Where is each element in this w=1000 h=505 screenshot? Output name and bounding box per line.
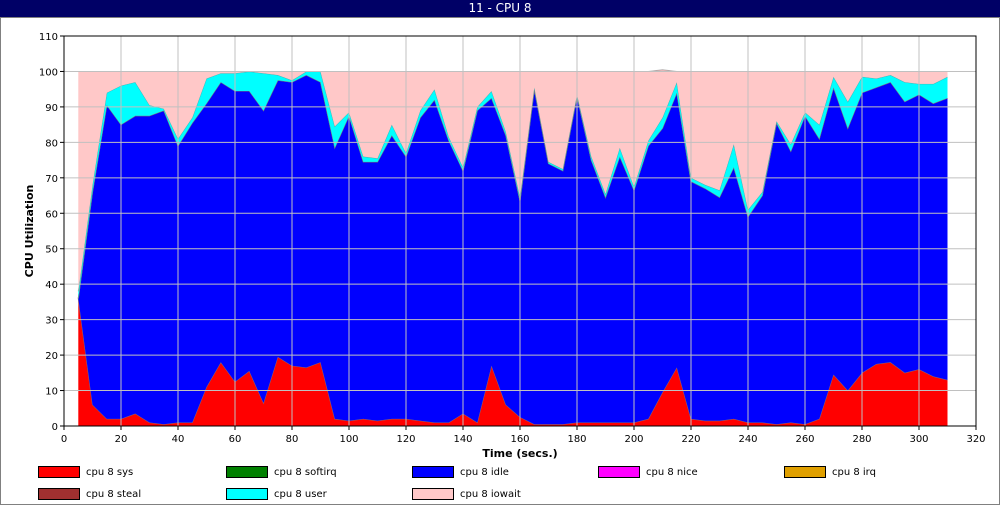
x-tick-label: 200 (624, 434, 643, 445)
legend-swatch (226, 466, 268, 478)
series-line-cpu-8-steal (77, 74, 948, 299)
legend-label: cpu 8 irq (832, 466, 876, 478)
y-tick-label: 110 (39, 32, 58, 43)
legend-swatch (412, 466, 454, 478)
x-tick-label: 160 (510, 434, 529, 445)
x-tick-label: 140 (453, 434, 472, 445)
legend-item-cpu-8-irq: cpu 8 irq (784, 465, 876, 479)
legend-label: cpu 8 softirq (274, 466, 337, 478)
legend-label: cpu 8 idle (460, 466, 509, 478)
y-tick-label: 100 (39, 67, 58, 78)
x-tick-label: 100 (339, 434, 358, 445)
window-title: 11 - CPU 8 (468, 1, 532, 15)
legend-label: cpu 8 nice (646, 466, 698, 478)
y-tick-label: 90 (45, 103, 58, 114)
legend-swatch (226, 488, 268, 500)
y-tick-label: 30 (45, 316, 58, 327)
axis-ticks: 0 10 20 30 40 50 60 70 80 90 100 110 0 20 40 60 80 100 120… (39, 32, 986, 445)
x-tick-label: 40 (172, 434, 185, 445)
x-tick-label: 300 (909, 434, 928, 445)
legend-item-cpu-8-softirq: cpu 8 softirq (226, 465, 337, 479)
legend-swatch (598, 466, 640, 478)
x-tick-label: 260 (795, 434, 814, 445)
legend-label: cpu 8 user (274, 488, 327, 500)
y-tick-label: 40 (45, 280, 58, 291)
y-axis-label: CPU Utilization (23, 185, 36, 278)
x-tick-label: 60 (229, 434, 242, 445)
plot-border (63, 35, 977, 427)
y-tick-label: 80 (45, 138, 58, 149)
x-tick-label: 320 (966, 434, 985, 445)
legend-swatch (38, 488, 80, 500)
x-tick-label: 80 (286, 434, 299, 445)
window-title-bar: 11 - CPU 8 (0, 0, 1000, 17)
x-tick-label: 180 (567, 434, 586, 445)
legend-item-cpu-8-idle: cpu 8 idle (412, 465, 509, 479)
y-tick-label: 20 (45, 351, 58, 362)
y-tick-label: 0 (52, 422, 58, 433)
x-axis-label: Time (secs.) (482, 447, 557, 460)
y-tick-label: 60 (45, 209, 58, 220)
legend-item-cpu-8-iowait: cpu 8 iowait (412, 487, 521, 501)
legend-swatch (38, 466, 80, 478)
legend-item-cpu-8-sys: cpu 8 sys (38, 465, 133, 479)
legend-swatch (412, 488, 454, 500)
legend-item-cpu-8-steal: cpu 8 steal (38, 487, 141, 501)
x-tick-label: 240 (738, 434, 757, 445)
x-tick-label: 220 (681, 434, 700, 445)
series-area-cpu-8-idle (78, 75, 948, 425)
series-area-cpu-8-user (78, 71, 948, 299)
legend-label: cpu 8 sys (86, 466, 134, 478)
x-tick-label: 120 (396, 434, 415, 445)
x-tick-label: 20 (115, 434, 128, 445)
x-tick-label: 280 (852, 434, 871, 445)
x-tick-label: 0 (61, 434, 67, 445)
legend-label: cpu 8 iowait (460, 488, 521, 500)
series-area-cpu-8-sys (78, 298, 948, 426)
chart-panel: 0 10 20 30 40 50 60 70 80 90 100 110 0 20 40 60 80 100 120… (0, 17, 1000, 505)
series-area-cpu-8-iowait (78, 69, 948, 292)
legend-item-cpu-8-user: cpu 8 user (226, 487, 327, 501)
grid-lines (64, 36, 976, 426)
legend-item-cpu-8-nice: cpu 8 nice (598, 465, 698, 479)
y-tick-label: 10 (45, 387, 58, 398)
y-tick-label: 70 (45, 174, 58, 185)
legend-swatch (784, 466, 826, 478)
legend-label: cpu 8 steal (86, 488, 142, 500)
y-tick-label: 50 (45, 245, 58, 256)
plot-frame (63, 35, 977, 427)
cpu-utilization-chart: 0 10 20 30 40 50 60 70 80 90 100 110 0 20 40 60 80 100 120… (23, 32, 986, 460)
